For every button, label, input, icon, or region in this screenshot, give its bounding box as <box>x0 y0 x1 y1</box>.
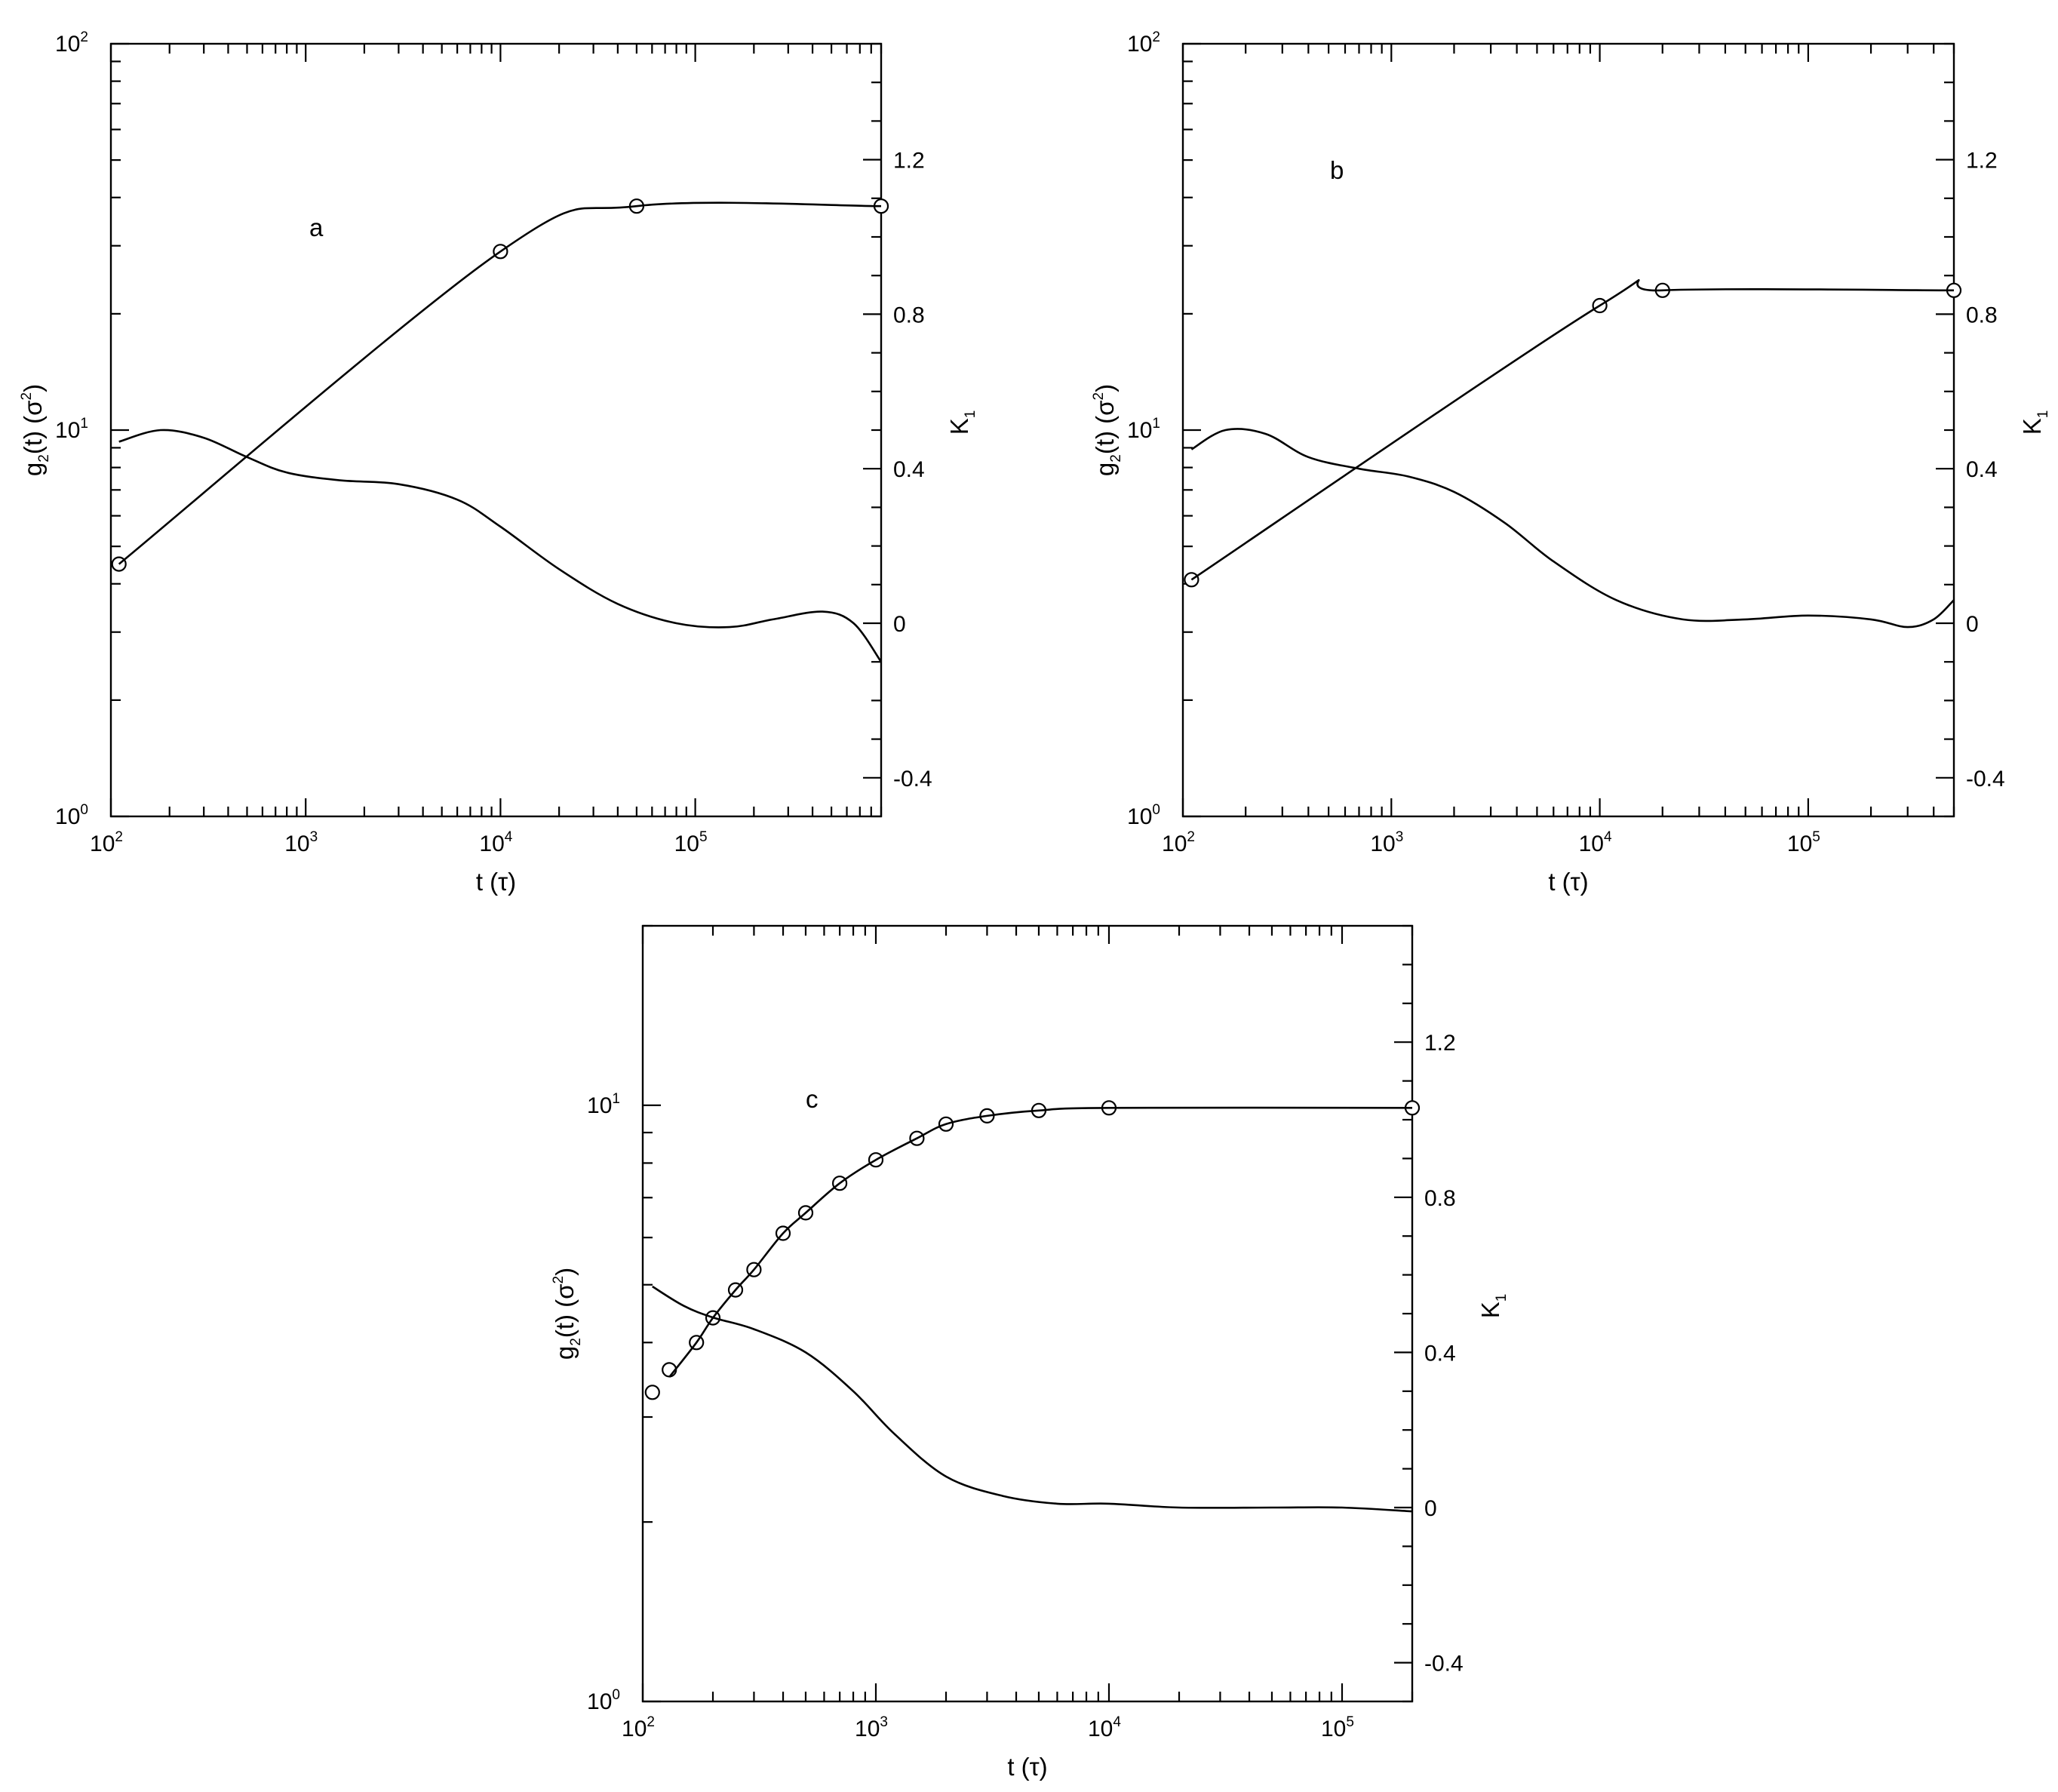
k1-curve <box>118 429 883 662</box>
fit-curve <box>118 201 882 565</box>
y-axis-label: g2(t) (σ2) <box>19 384 52 476</box>
y2-tick-label: 0 <box>1966 612 1979 637</box>
y2-tick-label: 1.2 <box>893 149 925 174</box>
y2-tick-label: 0.4 <box>893 457 925 482</box>
y-tick-label: 100 <box>1127 802 1160 829</box>
x-tick-label: 104 <box>479 829 512 856</box>
y2-tick-label: 0 <box>893 612 906 637</box>
y-tick-label: 100 <box>587 1687 620 1714</box>
y2-axis-label: K1 <box>1476 1294 1510 1319</box>
data-point <box>644 1385 660 1400</box>
y-tick-label: 100 <box>55 802 88 829</box>
y-tick-label: 101 <box>587 1091 620 1118</box>
y2-tick-label: 1.2 <box>1966 149 1998 174</box>
y2-tick-label: 0.8 <box>1424 1186 1456 1211</box>
plot-frame <box>1181 42 1955 818</box>
panel-a: 102 103 104 105 100 101 102 -0.4 0 0.4 0.8 1.2 t (τ)… <box>19 29 978 896</box>
y2-tick-label: 0.4 <box>1966 457 1998 482</box>
fit-curve <box>1190 279 1955 581</box>
y-tick-label: 102 <box>55 29 88 57</box>
panel-label: a <box>309 214 324 241</box>
y-tick-label: 102 <box>1127 29 1160 57</box>
y2-tick-label: -0.4 <box>893 767 932 791</box>
x-tick-label: 104 <box>1088 1714 1121 1741</box>
y2-tick-label: 0.8 <box>1966 303 1998 327</box>
y2-tick-label: -0.4 <box>1424 1652 1464 1677</box>
x-tick-label: 102 <box>90 829 123 856</box>
plot-frame <box>641 924 1414 1703</box>
x-tick-label: 105 <box>1321 1714 1354 1741</box>
y-tick-label: 101 <box>55 416 88 443</box>
y2-axis-label: K1 <box>945 410 978 435</box>
x-tick-label: 103 <box>1370 829 1403 856</box>
x-tick-label: 105 <box>674 829 708 856</box>
y-tick-label: 101 <box>1127 416 1160 443</box>
panel-b: 102 103 104 105 100 101 102 -0.4 0 0.4 0.8 1.2 t (τ)… <box>1091 29 2051 896</box>
y2-tick-label: 1.2 <box>1424 1031 1456 1056</box>
x-axis-label: t (τ) <box>1007 1753 1047 1781</box>
panel-c: 102 103 104 105 100 101 -0.4 0 0.4 0.8 1.2 t (τ) g2(… <box>551 924 1510 1781</box>
x-tick-label: 103 <box>855 1714 888 1741</box>
panel-label: c <box>806 1085 819 1113</box>
x-tick-label: 103 <box>284 829 318 856</box>
x-tick-label: 104 <box>1579 829 1612 856</box>
y2-tick-label: -0.4 <box>1966 767 2005 791</box>
fit-curve <box>668 1106 1413 1378</box>
panel-label: b <box>1330 156 1344 184</box>
x-tick-label: 105 <box>1787 829 1820 856</box>
y2-tick-label: 0 <box>1424 1496 1437 1521</box>
y-axis-label: g2(t) (σ2) <box>551 1268 584 1360</box>
k1-curve <box>652 1285 1413 1513</box>
plot-frame <box>109 42 883 818</box>
y2-tick-label: 0.8 <box>893 303 925 327</box>
x-axis-label: t (τ) <box>476 868 516 896</box>
y2-tick-label: 0.4 <box>1424 1341 1456 1366</box>
k1-curve <box>1190 428 1955 629</box>
x-tick-label: 102 <box>1162 829 1195 856</box>
x-tick-label: 102 <box>622 1714 655 1741</box>
y-axis-label: g2(t) (σ2) <box>1091 384 1124 476</box>
y2-axis-label: K1 <box>2018 410 2051 435</box>
x-axis-label: t (τ) <box>1548 868 1588 896</box>
